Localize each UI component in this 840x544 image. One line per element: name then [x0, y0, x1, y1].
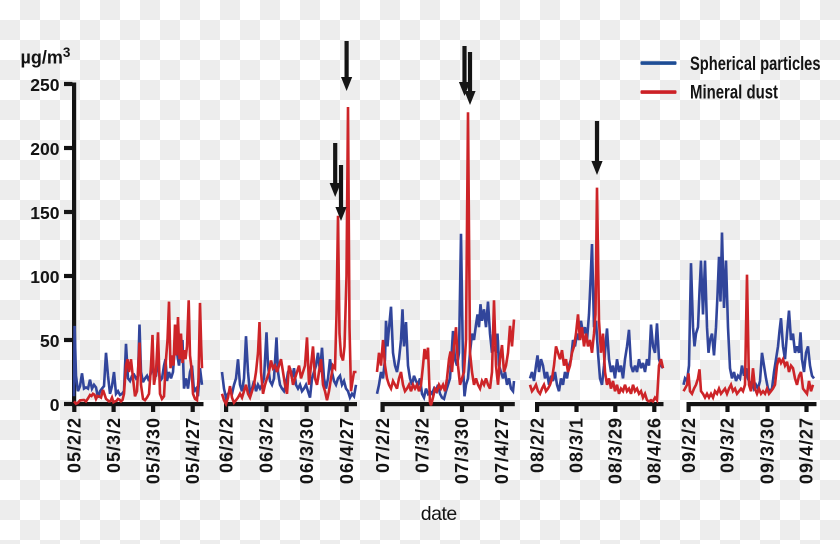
svg-text:06/3/2: 06/3/2 [257, 417, 277, 473]
svg-text:07/3/2: 07/3/2 [412, 417, 432, 473]
svg-text:150: 150 [30, 203, 59, 223]
svg-text:07/2/2: 07/2/2 [373, 417, 393, 473]
svg-text:Spherical particles: Spherical particles [690, 54, 821, 75]
svg-text:100: 100 [30, 267, 59, 287]
svg-text:06/4/27: 06/4/27 [337, 417, 357, 484]
svg-text:09/3/2: 09/3/2 [718, 417, 738, 473]
svg-text:05/4/27: 05/4/27 [183, 417, 203, 484]
svg-text:µg/m3: µg/m3 [21, 45, 71, 68]
svg-text:09/4/27: 09/4/27 [797, 417, 817, 484]
svg-text:09/3/30: 09/3/30 [758, 417, 778, 484]
svg-text:05/2/2: 05/2/2 [65, 417, 85, 473]
svg-text:0: 0 [50, 395, 60, 415]
svg-text:09/2/2: 09/2/2 [679, 417, 699, 473]
svg-text:08/3/1: 08/3/1 [567, 417, 587, 473]
svg-text:250: 250 [30, 75, 59, 95]
svg-text:200: 200 [30, 139, 59, 159]
svg-text:07/4/27: 07/4/27 [492, 417, 512, 484]
svg-text:08/3/29: 08/3/29 [606, 417, 626, 484]
svg-text:08/4/26: 08/4/26 [645, 417, 665, 484]
svg-text:05/3/2: 05/3/2 [104, 417, 124, 473]
svg-text:date: date [421, 503, 457, 525]
svg-text:50: 50 [40, 331, 60, 351]
svg-text:06/3/30: 06/3/30 [297, 417, 317, 484]
svg-text:06/2/2: 06/2/2 [216, 417, 236, 473]
svg-text:08/2/2: 08/2/2 [527, 417, 547, 473]
svg-text:05/3/30: 05/3/30 [143, 417, 163, 484]
svg-text:07/3/30: 07/3/30 [452, 417, 472, 484]
svg-text:Mineral dust: Mineral dust [690, 82, 779, 103]
